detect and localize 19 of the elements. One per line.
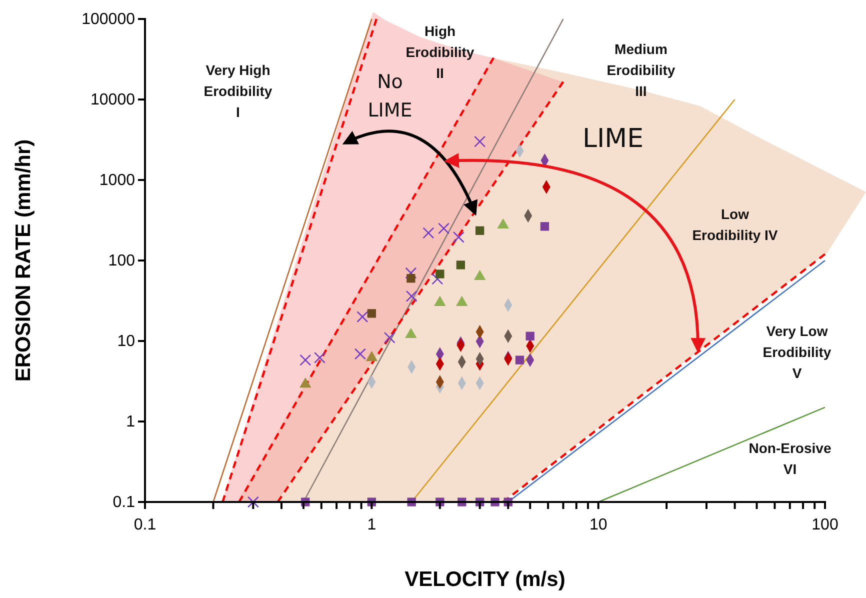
x-axis-title: VELOCITY (m/s) [404,568,566,591]
y-tick-label: 1 [126,414,136,431]
y-tick-label: 100000 [82,11,136,28]
annotation: Low Erodibility IV [692,206,778,243]
annotation: Medium Erodibility III [606,41,676,99]
y-tick-label: 100 [108,252,136,270]
annotation: Very High Erodibility I [204,62,272,120]
y-tick-label: 1000 [99,172,136,190]
y-tick-label: 10000 [90,92,136,109]
y-axis-title: EROSION RATE (mm/hr) [12,139,35,382]
annotation: Very Low Erodibility V [762,323,832,381]
x-tick-label: 100 [812,516,838,534]
y-tick-label: 10 [117,333,136,350]
y-tick-label: 0.1 [112,494,136,512]
x-tick-label: 1 [367,516,376,534]
x-tick-label: 0.1 [134,516,156,534]
x-tick-label: 10 [589,516,608,534]
annotation: Non-Erosive VI [748,440,832,477]
annotation: LIME [582,124,644,154]
